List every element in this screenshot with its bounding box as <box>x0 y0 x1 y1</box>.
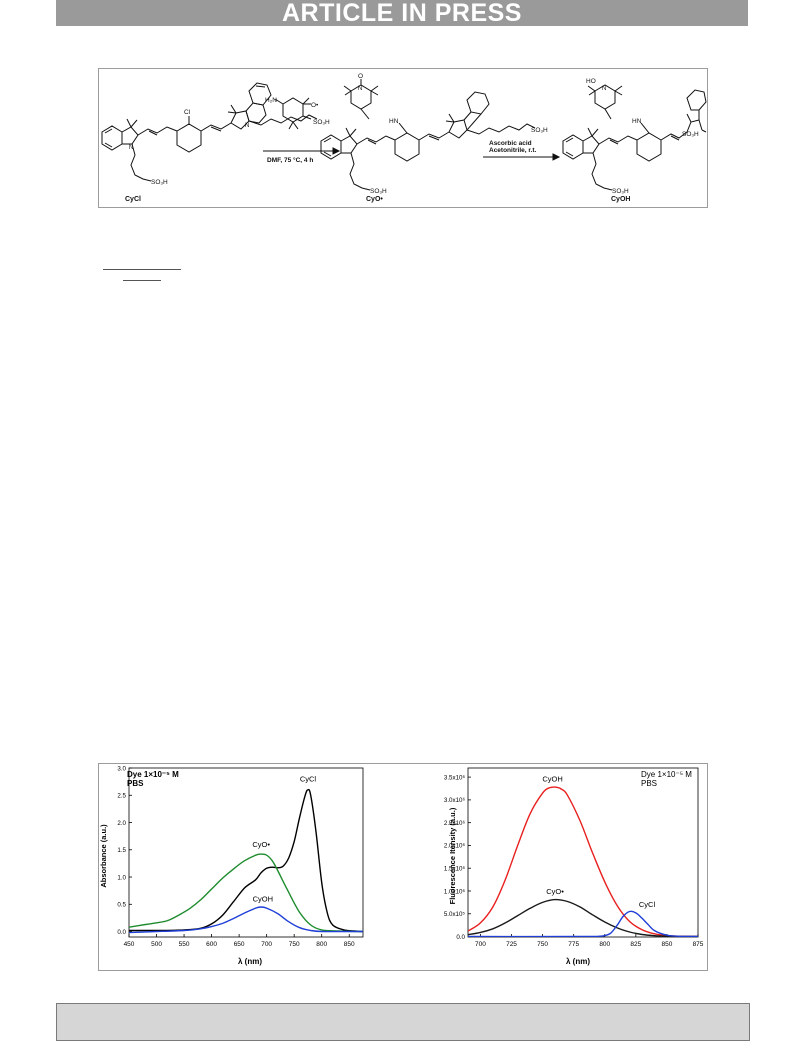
abs-ylabel: Absorbance (a.u.) <box>99 824 108 888</box>
absorbance-chart: 450 500 550 600 650 700 750 800 850 0.0 0.5 1.0 1.5 2… <box>99 765 364 966</box>
reaction-scheme: Cl N SO₃H N SO₃H H₂N O• O N HN SO₃H SO₃H… <box>98 68 708 208</box>
fl-xtick-label: 775 <box>568 941 579 948</box>
fl-xtick-label: 725 <box>506 941 517 948</box>
fl-annotation-label: CyO• <box>546 887 564 896</box>
reagent-conditions-2b: Acetonitrile, r.t. <box>489 147 537 154</box>
fl-xtick-label: 850 <box>661 941 672 948</box>
fl-ylabel: Fluorescence Itensity (a.u.) <box>448 807 457 904</box>
abs-xtick-label: 850 <box>344 941 355 948</box>
label-h2n: H₂N <box>265 97 277 104</box>
abs-xlabel: λ (nm) <box>238 957 262 966</box>
abs-xtick-label: 700 <box>261 941 272 948</box>
molecule-cyo <box>320 79 536 191</box>
label-so3h-cycl-bottom: SO₃H <box>151 179 168 186</box>
reagent-conditions-2a: Ascorbic acid <box>489 140 532 147</box>
abs-series-cyoh <box>129 906 363 934</box>
abs-plot-frame <box>128 767 364 938</box>
reagent-tempo-amine <box>274 97 312 130</box>
abs-annotation-label: CyO• <box>252 840 270 849</box>
footnote-rule-short <box>123 280 161 281</box>
fl-ytick-label: 1.0x10⁶ <box>444 888 466 895</box>
label-o-radical-reagent: O• <box>311 102 319 109</box>
fl-ytick-label: 0.0 <box>456 934 465 941</box>
fl-xlabel: λ (nm) <box>566 957 590 966</box>
molecule-cycl <box>101 82 318 182</box>
abs-ytick-label: 1.5 <box>117 847 126 854</box>
reagent-conditions-1: DMF, 75 °C, 4 h <box>267 156 313 164</box>
fl-note-dye: Dye 1×10⁻⁵ M <box>641 770 692 779</box>
abs-series-cycl <box>129 788 363 933</box>
label-so3h-cyo-top: SO₃H <box>531 127 548 134</box>
label-cl: Cl <box>184 109 191 116</box>
abs-xtick-label: 750 <box>289 941 300 948</box>
fl-ytick-label: 1.5x10⁶ <box>444 866 466 873</box>
footnote-rule-long <box>103 269 181 270</box>
abs-note-dye: Dye 1×10⁻⁵ M <box>127 770 179 779</box>
fluorescence-chart: 700 725 750 775 800 825 850 875 0.0 5.0x10⁵ 1.0x10… <box>444 767 704 966</box>
label-ho-cyoh: HO <box>586 78 596 85</box>
fl-xtick-label: 875 <box>693 941 704 948</box>
banner-text: ARTICLE IN PRESS <box>282 0 522 27</box>
label-n-cycl: N <box>245 123 249 129</box>
fl-ytick-label: 3.0x10⁶ <box>444 797 466 804</box>
spectra-svg: 450 500 550 600 650 700 750 800 850 0.0 0.5 1.0 1.5 2… <box>99 765 704 966</box>
fl-xtick-label: 750 <box>537 941 548 948</box>
abs-xtick-label: 500 <box>151 941 162 948</box>
fl-ytick-label: 2.0x10⁶ <box>444 843 466 850</box>
abs-annotation-label: CyOH <box>253 895 273 904</box>
abs-ytick-label: 0.5 <box>117 902 126 909</box>
abs-xtick-label: 650 <box>234 941 245 948</box>
molecule-cyoh <box>562 84 707 191</box>
compound-label-cycl: CyCl <box>125 196 141 203</box>
abs-xtick-label: 600 <box>206 941 217 948</box>
fl-ytick-label: 3.5x10⁶ <box>444 774 466 781</box>
label-hn-cyoh: HN <box>632 118 642 125</box>
fluorescence-series-group <box>468 786 698 937</box>
label-so3h-cyoh-bottom: SO₃H <box>612 188 629 195</box>
fl-ytick-label: 5.0x10⁵ <box>444 911 466 918</box>
abs-series-cyo <box>129 853 363 933</box>
abs-note-pbs: PBS <box>127 779 144 788</box>
fl-note-pbs: PBS <box>641 779 657 788</box>
abs-ytick-label: 0.0 <box>117 929 126 936</box>
fl-series-cyoh <box>468 786 698 937</box>
scheme-drawing: Cl N SO₃H N SO₃H H₂N O• O N HN SO₃H SO₃H… <box>101 73 707 203</box>
absorbance-axes: 450 500 550 600 650 700 750 800 850 0.0 0.5 1.0 1.5 2… <box>117 765 364 948</box>
spectra-figure: 450 500 550 600 650 700 750 800 850 0.0 0.5 1.0 1.5 2… <box>98 763 708 971</box>
fl-plot-frame <box>467 767 699 938</box>
fl-xtick-label: 800 <box>599 941 610 948</box>
label-n-cyoh-ring: N <box>602 86 606 92</box>
abs-xtick-label: 450 <box>124 941 135 948</box>
footer-citation-bar <box>56 1003 750 1041</box>
label-hn-cyo: HN <box>389 118 399 125</box>
abs-ytick-label: 1.0 <box>117 874 126 881</box>
abs-annotation-label: CyCl <box>300 775 317 784</box>
label-so3h-cycl-top: SO₃H <box>313 119 330 126</box>
label-n-cyo-ring: N <box>358 86 362 92</box>
compound-label-cyoh: CyOH <box>611 196 630 203</box>
fluorescence-annotations: CyOH CyO• CyCl <box>542 775 655 909</box>
absorbance-series-group <box>129 788 363 934</box>
label-o-cyo: O <box>358 73 363 80</box>
abs-ytick-label: 2.0 <box>117 820 126 827</box>
abs-ytick-label: 2.5 <box>117 793 126 800</box>
fl-annotation-label: CyCl <box>639 900 656 909</box>
fl-series-cyo <box>468 898 698 937</box>
fl-series-cycl <box>468 910 698 937</box>
fl-xtick-label: 700 <box>475 941 486 948</box>
label-n-cycl-left: N <box>129 145 133 151</box>
article-in-press-banner: ARTICLE IN PRESS <box>56 0 748 26</box>
compound-label-cyo: CyO• <box>366 196 383 203</box>
fl-ytick-label: 2.5x10⁶ <box>444 820 466 827</box>
label-so3h-cyoh-top: SO₃H <box>682 131 699 138</box>
fl-annotation-label: CyOH <box>542 775 562 784</box>
abs-xtick-label: 550 <box>179 941 190 948</box>
absorbance-annotations: CyCl CyO• CyOH <box>252 775 316 904</box>
fl-xtick-label: 825 <box>630 941 641 948</box>
abs-ytick-label: 3.0 <box>117 765 126 772</box>
abs-xtick-label: 800 <box>316 941 327 948</box>
label-so3h-cyo-bottom: SO₃H <box>370 188 387 195</box>
